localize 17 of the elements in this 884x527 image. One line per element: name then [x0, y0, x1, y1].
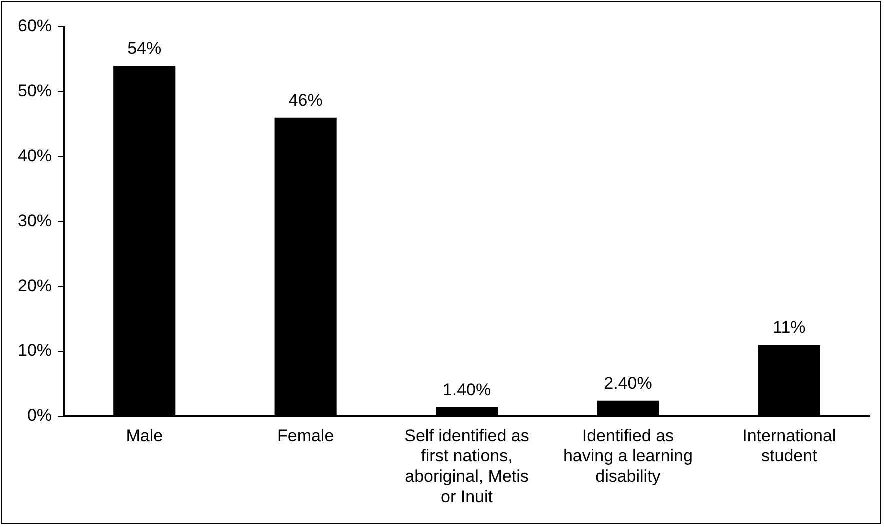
y-tick-label: 10%: [18, 341, 52, 360]
y-tick-label: 0%: [27, 406, 52, 426]
y-tick-label: 20%: [18, 276, 52, 296]
y-tick-label: 40%: [18, 146, 52, 166]
data-label: 1.40%: [442, 380, 492, 400]
data-label: 11%: [773, 318, 806, 338]
x-tick-label: Male: [126, 426, 164, 446]
x-tick-label: Self identified as first nations, aboriginal, Metis or Inuit: [404, 426, 530, 506]
x-tick-label: International student: [742, 426, 836, 466]
data-label: 2.40%: [604, 374, 652, 394]
y-tick-label: 50%: [18, 82, 52, 101]
y-tick-label: 30%: [18, 211, 52, 230]
data-label: 46%: [288, 91, 323, 110]
x-tick-label: Identified as having a learning disability: [563, 426, 693, 486]
data-label: 54%: [128, 39, 162, 58]
x-tick-label: Female: [277, 426, 334, 446]
y-tick-label: 60%: [18, 16, 52, 36]
